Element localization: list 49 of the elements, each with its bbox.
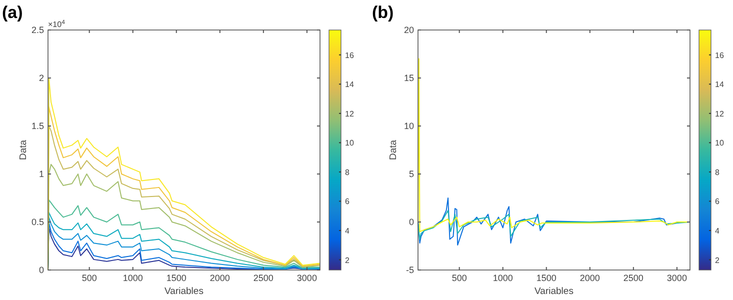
chart-title: (a) bbox=[2, 3, 23, 22]
color-bar-label: 4 bbox=[715, 226, 720, 236]
color-bar-label: 6 bbox=[345, 197, 350, 206]
color-bar-label: 10 bbox=[715, 138, 724, 148]
color-bar-label: 2 bbox=[345, 256, 350, 265]
x-tick-label: 2500 bbox=[253, 273, 274, 283]
y-tick-label: -5 bbox=[406, 265, 414, 275]
color-bar-label: 14 bbox=[345, 80, 354, 90]
x-axis-title: Variables bbox=[534, 286, 574, 297]
color-bar-label: 16 bbox=[715, 50, 724, 60]
y-tick-label: 1 bbox=[38, 169, 44, 179]
color-bar-label: 6 bbox=[715, 197, 720, 206]
y-tick-label: 15 bbox=[404, 73, 414, 83]
text: ×10$^{4}$ bbox=[48, 19, 66, 29]
color-bar-label: 4 bbox=[345, 226, 350, 236]
x-tick-label: 3000 bbox=[296, 273, 317, 283]
color-bar-label: 2 bbox=[715, 256, 720, 265]
line-series bbox=[48, 199, 320, 270]
chart-title: (b) bbox=[372, 3, 394, 22]
y-tick-label: 20 bbox=[404, 25, 414, 35]
color-bar-label: 8 bbox=[345, 168, 350, 177]
x-tick-label: 1500 bbox=[166, 273, 186, 283]
y-tick-label: 0 bbox=[38, 265, 44, 275]
y-tick-label: 5 bbox=[408, 169, 414, 179]
x-tick-label: 1000 bbox=[492, 273, 513, 283]
x-tick-label: 2000 bbox=[580, 273, 600, 283]
color-bar-label: 12 bbox=[345, 109, 354, 118]
x-tick-label: 500 bbox=[82, 273, 97, 283]
color-bar-label: 16 bbox=[345, 50, 354, 60]
x-tick-label: 1500 bbox=[536, 273, 556, 283]
y-tick-label: 2.5 bbox=[31, 25, 44, 35]
x-tick-label: 1000 bbox=[122, 273, 143, 283]
color-bar-label: 8 bbox=[715, 168, 720, 177]
x-tick-label: 2500 bbox=[623, 273, 644, 283]
color-bar-label: 14 bbox=[715, 80, 724, 90]
x-tick-label: 2000 bbox=[210, 273, 230, 283]
y-tick-label: 10 bbox=[404, 121, 414, 131]
y-tick-label: 2 bbox=[38, 73, 44, 83]
line-series bbox=[48, 164, 320, 270]
color-bar-label: 10 bbox=[345, 138, 354, 148]
y-axis-title: Data bbox=[388, 139, 399, 160]
y-tick-label: 1.5 bbox=[31, 121, 44, 131]
y-axis-title: Data bbox=[18, 139, 29, 160]
x-axis-title: Variables bbox=[164, 286, 204, 297]
color-bar-label: 12 bbox=[715, 109, 724, 118]
x-tick-label: 500 bbox=[452, 273, 467, 283]
x-tick-label: 3000 bbox=[666, 273, 687, 283]
y-tick-label: 0.5 bbox=[31, 217, 44, 227]
y-tick-label: 0 bbox=[408, 217, 414, 227]
